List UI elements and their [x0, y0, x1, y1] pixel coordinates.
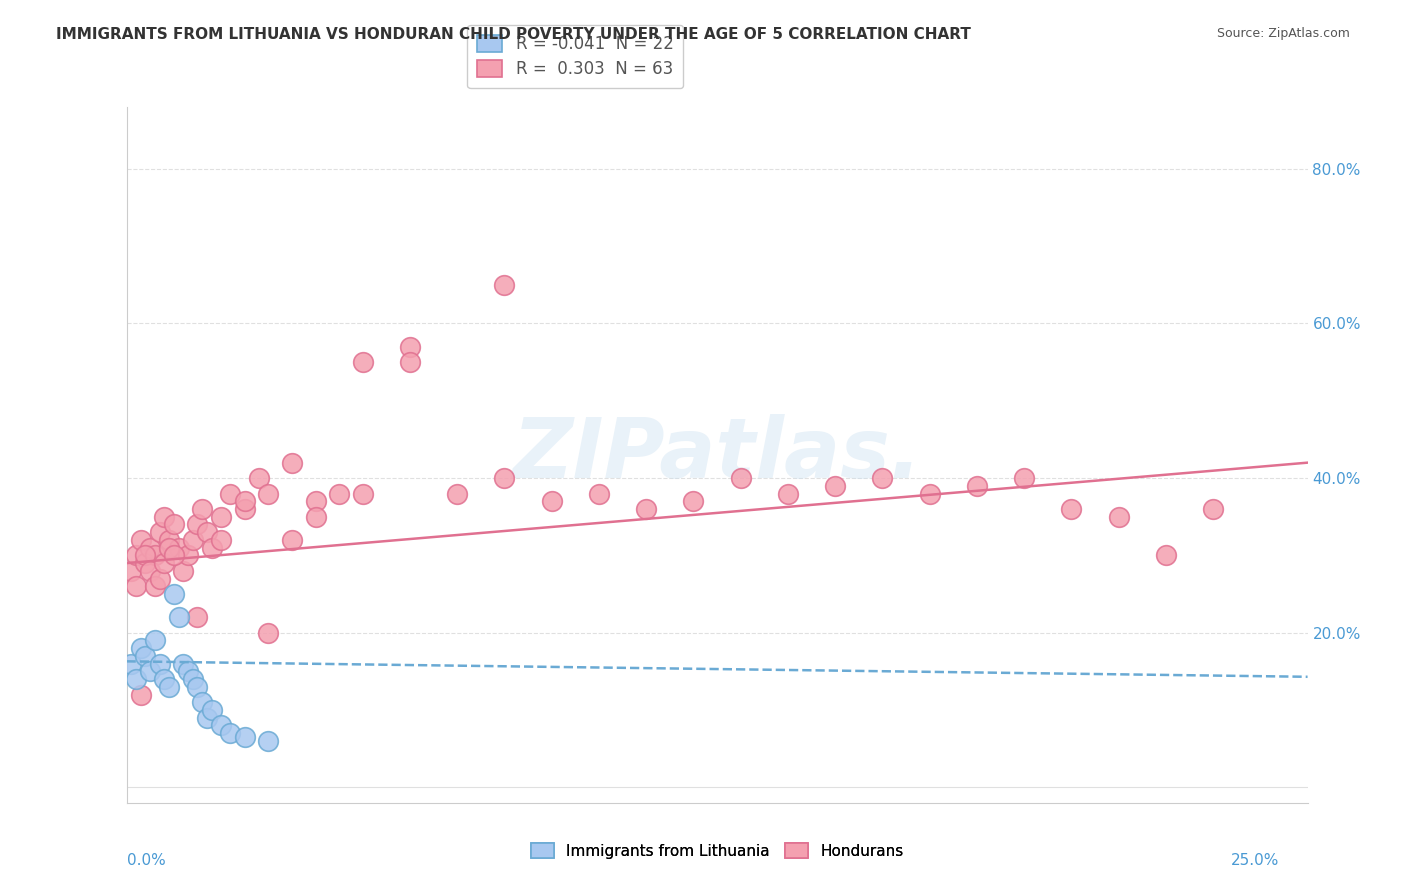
- Point: [257, 486, 280, 500]
- Point: [328, 486, 350, 500]
- Point: [120, 564, 142, 578]
- Point: [172, 657, 194, 671]
- Point: [352, 355, 374, 369]
- Point: [143, 579, 166, 593]
- Point: [304, 494, 326, 508]
- Point: [281, 533, 304, 547]
- Point: [257, 625, 280, 640]
- Point: [177, 549, 200, 563]
- Point: [134, 556, 156, 570]
- Point: [352, 486, 374, 500]
- Point: [177, 665, 200, 679]
- Point: [134, 549, 156, 563]
- Point: [129, 688, 152, 702]
- Point: [195, 711, 218, 725]
- Point: [129, 641, 152, 656]
- Point: [233, 502, 256, 516]
- Point: [139, 541, 162, 555]
- Point: [186, 680, 208, 694]
- Point: [153, 672, 176, 686]
- Point: [129, 533, 152, 547]
- Point: [219, 486, 242, 500]
- Point: [134, 648, 156, 663]
- Point: [446, 486, 468, 500]
- Point: [872, 471, 894, 485]
- Point: [149, 525, 172, 540]
- Point: [125, 579, 148, 593]
- Point: [399, 340, 422, 354]
- Point: [191, 502, 214, 516]
- Point: [1060, 502, 1083, 516]
- Point: [157, 533, 180, 547]
- Point: [257, 734, 280, 748]
- Point: [1012, 471, 1035, 485]
- Point: [191, 695, 214, 709]
- Point: [209, 509, 232, 524]
- Point: [125, 549, 148, 563]
- Point: [181, 533, 204, 547]
- Point: [219, 726, 242, 740]
- Point: [682, 494, 704, 508]
- Point: [153, 509, 176, 524]
- Point: [304, 509, 326, 524]
- Point: [139, 564, 162, 578]
- Point: [186, 610, 208, 624]
- Point: [730, 471, 752, 485]
- Point: [233, 494, 256, 508]
- Point: [399, 355, 422, 369]
- Point: [494, 277, 516, 292]
- Point: [143, 633, 166, 648]
- Point: [143, 549, 166, 563]
- Point: [139, 665, 162, 679]
- Point: [1202, 502, 1225, 516]
- Point: [157, 680, 180, 694]
- Point: [125, 672, 148, 686]
- Point: [163, 517, 186, 532]
- Point: [966, 479, 988, 493]
- Point: [181, 672, 204, 686]
- Point: [200, 541, 222, 555]
- Point: [120, 657, 142, 671]
- Text: IMMIGRANTS FROM LITHUANIA VS HONDURAN CHILD POVERTY UNDER THE AGE OF 5 CORRELATI: IMMIGRANTS FROM LITHUANIA VS HONDURAN CH…: [56, 27, 972, 42]
- Point: [494, 471, 516, 485]
- Point: [824, 479, 846, 493]
- Point: [1108, 509, 1130, 524]
- Point: [167, 541, 190, 555]
- Point: [195, 525, 218, 540]
- Point: [149, 657, 172, 671]
- Legend: Immigrants from Lithuania, Hondurans: Immigrants from Lithuania, Hondurans: [524, 837, 910, 864]
- Point: [233, 730, 256, 744]
- Point: [149, 572, 172, 586]
- Point: [167, 610, 190, 624]
- Text: 25.0%: 25.0%: [1232, 854, 1279, 868]
- Point: [209, 718, 232, 732]
- Point: [172, 564, 194, 578]
- Point: [918, 486, 941, 500]
- Point: [163, 549, 186, 563]
- Point: [157, 541, 180, 555]
- Point: [153, 556, 176, 570]
- Point: [247, 471, 270, 485]
- Point: [1154, 549, 1177, 563]
- Point: [540, 494, 562, 508]
- Point: [281, 456, 304, 470]
- Point: [200, 703, 222, 717]
- Point: [776, 486, 799, 500]
- Point: [588, 486, 610, 500]
- Text: Source: ZipAtlas.com: Source: ZipAtlas.com: [1216, 27, 1350, 40]
- Point: [209, 533, 232, 547]
- Point: [636, 502, 658, 516]
- Point: [186, 517, 208, 532]
- Text: 0.0%: 0.0%: [127, 854, 166, 868]
- Point: [163, 587, 186, 601]
- Text: ZIPatlas.: ZIPatlas.: [512, 415, 922, 495]
